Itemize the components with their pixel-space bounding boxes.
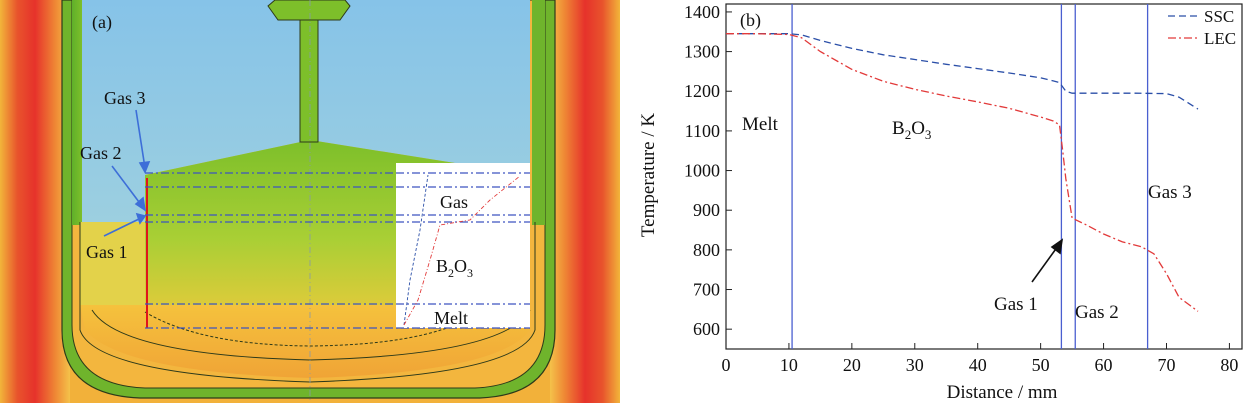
y-tick-label: 900 xyxy=(693,200,720,220)
legend: SSC LEC xyxy=(1168,7,1236,48)
seed-holder xyxy=(267,0,351,21)
annotation-gas3: Gas 3 xyxy=(1148,182,1192,203)
inset-label-b2o3: B2O3 xyxy=(436,256,473,280)
series-line-lec xyxy=(726,33,1199,312)
left-green-band xyxy=(72,0,82,225)
y-tick-label: 1100 xyxy=(685,121,720,141)
inset-ssc-trace xyxy=(403,174,429,326)
x-tick-label: 0 xyxy=(722,355,731,375)
annotation-b2o3: B2O3 xyxy=(892,118,931,142)
callout-gas2: Gas 2 xyxy=(80,143,122,163)
plot-frame xyxy=(725,3,1243,350)
y-tick-label: 800 xyxy=(693,240,720,260)
interface-contour xyxy=(144,311,471,347)
y-tick-label: 700 xyxy=(693,280,720,300)
simulation-figure: Gas B2O3 Melt (a) Gas 3 Gas 2 Gas 1 xyxy=(0,0,620,403)
x-tick-label: 30 xyxy=(906,355,924,375)
annotation-gas1: Gas 1 xyxy=(994,294,1038,315)
inset-label-melt: Melt xyxy=(434,308,468,328)
series-line-ssc xyxy=(726,33,1199,110)
y-tick-label: 1000 xyxy=(684,161,720,181)
x-tick-label: 10 xyxy=(780,355,798,375)
annotation-gas2: Gas 2 xyxy=(1075,302,1119,323)
panel-a-label: (a) xyxy=(92,12,112,33)
seed-rod xyxy=(299,19,319,143)
y-tick-label: 1200 xyxy=(684,81,720,101)
left-heater xyxy=(0,0,70,403)
callout-gas1: Gas 1 xyxy=(86,242,128,262)
x-tick-label: 70 xyxy=(1157,355,1175,375)
panel-b-label: (b) xyxy=(740,10,761,31)
inset-box xyxy=(396,163,530,328)
x-tick-label: 50 xyxy=(1032,355,1050,375)
inset-lec-trace xyxy=(403,175,521,326)
y-tick-label: 1400 xyxy=(684,2,720,22)
x-tick-label: 80 xyxy=(1220,355,1238,375)
temperature-distance-chart: 0 10 20 30 40 50 60 70 80 600 700 800 900 1000 1100 120… xyxy=(622,0,1249,403)
simulation-temperature-field: Gas B2O3 Melt (a) Gas 3 Gas 2 Gas 1 xyxy=(0,0,620,403)
callout-arrows xyxy=(103,109,151,237)
b2o3-side xyxy=(80,222,145,305)
x-tick-label: 20 xyxy=(843,355,861,375)
annotation-melt: Melt xyxy=(742,114,779,135)
right-green-band xyxy=(532,0,545,225)
x-axis-title: Distance / mm xyxy=(947,382,1058,403)
chart-svg: 0 10 20 30 40 50 60 70 80 600 700 800 900 1000 1100 120… xyxy=(638,2,1243,403)
right-heater xyxy=(550,0,620,403)
x-tick-label: 60 xyxy=(1095,355,1113,375)
y-axis-title: Temperature / K xyxy=(638,113,659,238)
y-tick-label: 1300 xyxy=(684,42,720,62)
legend-label-ssc: SSC xyxy=(1204,7,1234,26)
inset-label-gas: Gas xyxy=(440,192,468,212)
plot-area: 0 10 20 30 40 50 60 70 80 600 700 800 900 1000 1100 120… xyxy=(684,2,1243,375)
x-tick-label: 40 xyxy=(969,355,987,375)
y-tick-label: 600 xyxy=(693,319,720,339)
callout-gas3: Gas 3 xyxy=(104,88,146,108)
legend-label-lec: LEC xyxy=(1204,29,1236,48)
gas1-arrow xyxy=(1031,238,1064,283)
